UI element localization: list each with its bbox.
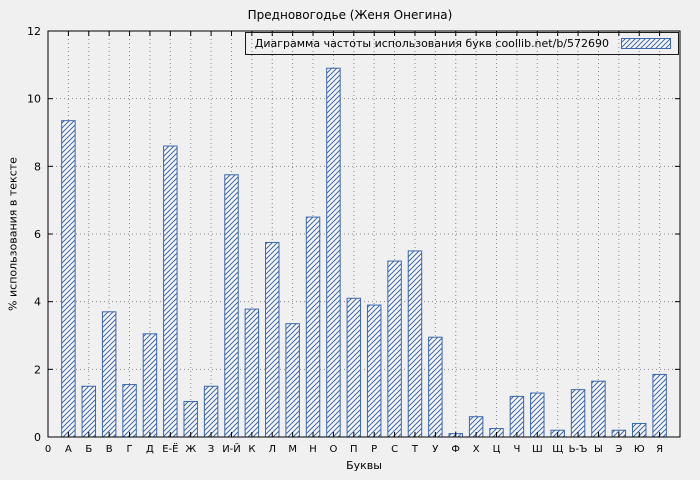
y-tick-label: 12	[27, 25, 41, 38]
x-tick-label: Е-Ё	[162, 442, 178, 455]
x-tick-label: О	[329, 444, 337, 455]
legend-label: Диаграмма частоты использования букв coo…	[254, 37, 609, 50]
y-tick-label: 0	[34, 431, 41, 444]
x-tick-label: Г	[126, 444, 132, 455]
x-tick-label: Ю	[634, 444, 645, 455]
x-tick-label: Ф	[451, 444, 460, 455]
bar-П	[346, 297, 362, 438]
legend-swatch-icon	[621, 38, 671, 49]
y-tick-label: 2	[34, 363, 41, 376]
bar-А	[61, 120, 76, 438]
bar-Н	[305, 216, 321, 438]
legend: Диаграмма частоты использования букв coo…	[244, 32, 679, 55]
bar-Б	[81, 385, 97, 438]
x-origin-label: 0	[45, 444, 51, 455]
bar-С	[387, 260, 402, 438]
bar-Ш	[530, 392, 545, 438]
y-tick-label: 8	[34, 160, 41, 173]
x-tick-label: Ь-Ъ	[569, 444, 588, 455]
x-tick-label: Т	[411, 444, 419, 455]
x-tick-label: К	[248, 444, 255, 455]
x-tick-label: Х	[473, 444, 480, 455]
x-tick-label: Л	[268, 444, 276, 455]
bar-О	[326, 67, 341, 438]
x-tick-label: Щ	[552, 444, 563, 455]
x-tick-label: Я	[656, 444, 663, 455]
bar-И-Й	[224, 174, 239, 438]
x-tick-label: Б	[85, 444, 92, 455]
bar-Ы	[591, 380, 606, 438]
bar-Л	[265, 241, 280, 438]
bar-Ж	[183, 400, 198, 438]
bar-Ь-Ъ	[570, 389, 586, 438]
x-tick-label: Н	[309, 444, 317, 455]
x-axis-label: Буквы	[346, 459, 382, 472]
bar-Ч	[509, 395, 525, 438]
bar-Я	[652, 373, 667, 438]
x-tick-label: Р	[371, 444, 377, 455]
bar-К	[244, 308, 260, 438]
bar-М	[285, 323, 300, 438]
bar-В	[101, 311, 117, 438]
x-tick-label: Ы	[594, 444, 603, 455]
chart-title: Предновогодье (Женя Онегина)	[247, 8, 453, 22]
y-tick-label: 6	[34, 228, 41, 241]
bar-Е-Ё	[163, 145, 178, 438]
x-tick-label: В	[106, 444, 113, 455]
x-tick-label: П	[350, 444, 358, 455]
bar-Р	[366, 304, 382, 438]
x-tick-label: Ж	[185, 444, 196, 455]
x-tick-label: М	[288, 444, 297, 455]
y-tick-label: 4	[34, 296, 41, 309]
x-tick-label: И-Й	[222, 442, 241, 455]
bar-Г	[122, 384, 137, 438]
x-tick-label: Э	[615, 444, 622, 455]
x-tick-label: Д	[146, 444, 154, 455]
x-tick-label: Ц	[493, 444, 501, 455]
x-tick-label: С	[391, 444, 398, 455]
x-tick-label: Ч	[513, 444, 520, 455]
bar-З	[203, 385, 219, 438]
x-tick-label: У	[432, 444, 438, 455]
x-tick-label: З	[208, 444, 214, 455]
bar-Д	[142, 333, 158, 438]
bar-У	[428, 336, 443, 438]
x-tick-label: А	[65, 444, 72, 455]
bar-Т	[407, 250, 423, 438]
y-tick-label: 10	[27, 93, 41, 106]
x-tick-label: Ш	[532, 444, 543, 455]
